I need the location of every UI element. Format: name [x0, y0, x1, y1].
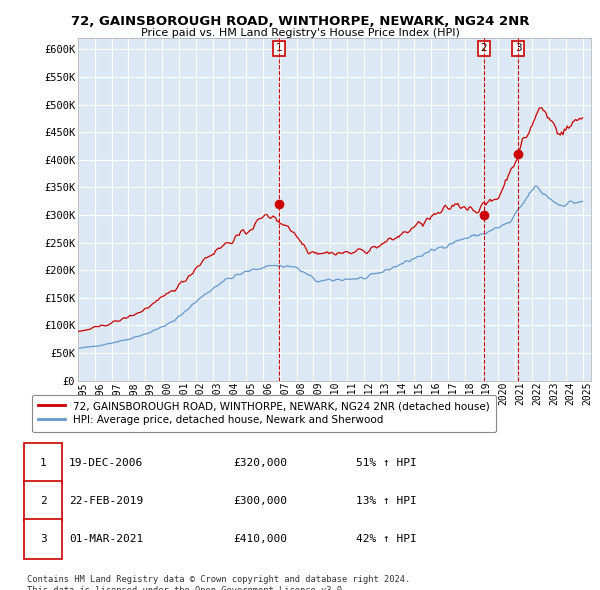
Text: 2: 2 — [40, 496, 47, 506]
Text: 1: 1 — [40, 458, 47, 468]
Text: 2: 2 — [481, 44, 487, 54]
Text: 72, GAINSBOROUGH ROAD, WINTHORPE, NEWARK, NG24 2NR: 72, GAINSBOROUGH ROAD, WINTHORPE, NEWARK… — [71, 15, 529, 28]
Text: 51% ↑ HPI: 51% ↑ HPI — [356, 458, 417, 468]
Text: 01-MAR-2021: 01-MAR-2021 — [69, 534, 143, 544]
Text: 1: 1 — [276, 44, 283, 54]
FancyBboxPatch shape — [24, 480, 62, 521]
FancyBboxPatch shape — [24, 519, 62, 559]
Text: 3: 3 — [515, 44, 521, 54]
Text: £320,000: £320,000 — [233, 458, 287, 468]
Text: £300,000: £300,000 — [233, 496, 287, 506]
Text: £410,000: £410,000 — [233, 534, 287, 544]
Text: 13% ↑ HPI: 13% ↑ HPI — [356, 496, 417, 506]
Text: Price paid vs. HM Land Registry's House Price Index (HPI): Price paid vs. HM Land Registry's House … — [140, 28, 460, 38]
Legend: 72, GAINSBOROUGH ROAD, WINTHORPE, NEWARK, NG24 2NR (detached house), HPI: Averag: 72, GAINSBOROUGH ROAD, WINTHORPE, NEWARK… — [32, 395, 496, 432]
Text: 42% ↑ HPI: 42% ↑ HPI — [356, 534, 417, 544]
Text: 3: 3 — [40, 534, 47, 544]
Text: Contains HM Land Registry data © Crown copyright and database right 2024.
This d: Contains HM Land Registry data © Crown c… — [27, 575, 410, 590]
Text: 22-FEB-2019: 22-FEB-2019 — [69, 496, 143, 506]
Text: 19-DEC-2006: 19-DEC-2006 — [69, 458, 143, 468]
FancyBboxPatch shape — [24, 442, 62, 483]
